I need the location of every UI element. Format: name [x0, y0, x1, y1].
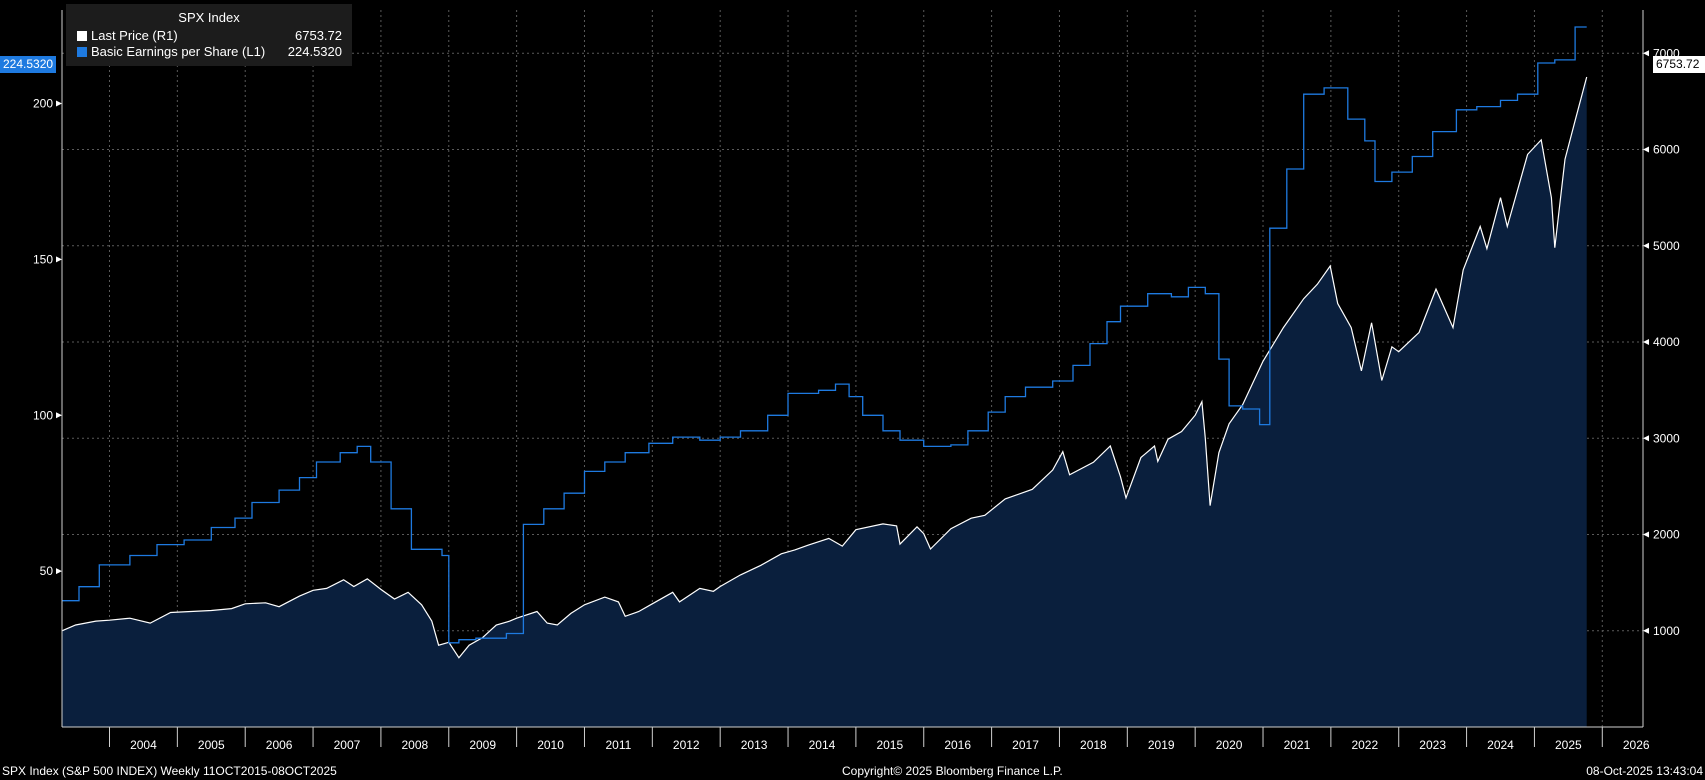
left-tick-label: 200 — [33, 97, 53, 111]
left-tick-marker — [56, 256, 62, 263]
price-swatch-icon — [77, 31, 87, 41]
right-tick-marker — [1643, 531, 1649, 538]
right-tick-label: 3000 — [1653, 431, 1680, 445]
right-tick-marker — [1643, 146, 1649, 153]
x-tick-label: 2006 — [266, 738, 293, 752]
right-tick-label: 6000 — [1653, 143, 1680, 157]
x-tick-label: 2021 — [1284, 738, 1311, 752]
x-tick-label: 2016 — [944, 738, 971, 752]
axes — [61, 10, 1644, 728]
x-tick-label: 2008 — [401, 738, 428, 752]
x-tick-label: 2022 — [1351, 738, 1378, 752]
right-tick-marker — [1643, 339, 1649, 346]
x-tick-label: 2024 — [1487, 738, 1514, 752]
footer-security-description: SPX Index (S&P 500 INDEX) Weekly 11OCT20… — [2, 764, 337, 778]
left-axis-ticks: 50 100 150 200 — [33, 97, 62, 578]
x-tick-label: 2013 — [741, 738, 768, 752]
left-tick-marker — [56, 412, 62, 419]
eps-last-value-tag: 224.5320 — [0, 56, 56, 73]
x-tick-label: 2023 — [1419, 738, 1446, 752]
x-axis-ticks: 2004 2005 2006 2007 2008 2009 2010 2011 2012 2013… — [108, 727, 1650, 752]
eps-step-line — [62, 26, 1587, 644]
left-tick-marker — [56, 100, 62, 107]
x-tick-label: 2025 — [1555, 738, 1582, 752]
legend-eps-label: Basic Earnings per Share (L1) — [91, 44, 266, 59]
footer-timestamp: 08-Oct-2025 13:43:04 — [1586, 764, 1703, 778]
x-tick-label: 2015 — [876, 738, 903, 752]
right-tick-marker — [1643, 242, 1649, 249]
x-tick-label: 2011 — [605, 738, 631, 752]
x-tick-label: 2020 — [1216, 738, 1243, 752]
last-price-area — [62, 77, 1587, 727]
price-last-value-tag: 6753.72 — [1653, 56, 1705, 73]
right-tick-label: 2000 — [1653, 528, 1680, 542]
left-tick-label: 100 — [33, 408, 53, 422]
x-tick-label: 2007 — [334, 738, 361, 752]
legend-title: SPX Index — [178, 10, 240, 25]
x-tick-label: 2005 — [198, 738, 225, 752]
legend-eps-entry[interactable]: Basic Earnings per Share (L1) 224.5320 — [77, 44, 342, 60]
right-tick-label: 4000 — [1653, 335, 1680, 349]
x-tick-label: 2026 — [1623, 738, 1650, 752]
x-tick-label: 2009 — [469, 738, 496, 752]
legend-price-entry[interactable]: Last Price (R1) 6753.72 — [77, 28, 342, 44]
footer-copyright: Copyright© 2025 Bloomberg Finance L.P. — [842, 764, 1063, 778]
x-tick-label: 2014 — [809, 738, 836, 752]
x-tick-label: 2010 — [537, 738, 564, 752]
eps-swatch-icon — [77, 47, 87, 57]
x-tick-label: 2019 — [1148, 738, 1175, 752]
x-tick-label: 2017 — [1012, 738, 1039, 752]
left-tick-label: 50 — [40, 564, 54, 578]
right-tick-marker — [1643, 50, 1649, 57]
x-tick-label: 2012 — [673, 738, 700, 752]
right-tick-marker — [1643, 435, 1649, 442]
legend-price-label: Last Price (R1) — [91, 28, 178, 43]
right-tick-label: 5000 — [1653, 239, 1680, 253]
x-tick-label: 2004 — [130, 738, 157, 752]
legend-price-value: 6753.72 — [295, 28, 342, 43]
last-price-line — [61, 76, 1588, 659]
legend-eps-value: 224.5320 — [287, 44, 342, 59]
right-tick-label: 1000 — [1653, 624, 1680, 638]
legend-panel: SPX Index Last Price (R1) 6753.72 Basic … — [66, 4, 352, 66]
left-tick-label: 150 — [33, 252, 53, 266]
right-tick-marker — [1643, 627, 1649, 634]
x-tick-label: 2018 — [1080, 738, 1107, 752]
left-tick-marker — [56, 568, 62, 575]
